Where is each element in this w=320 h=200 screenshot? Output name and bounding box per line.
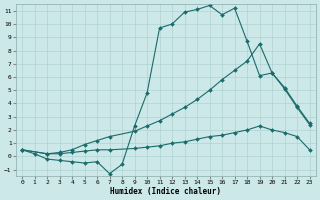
- X-axis label: Humidex (Indice chaleur): Humidex (Indice chaleur): [110, 187, 221, 196]
